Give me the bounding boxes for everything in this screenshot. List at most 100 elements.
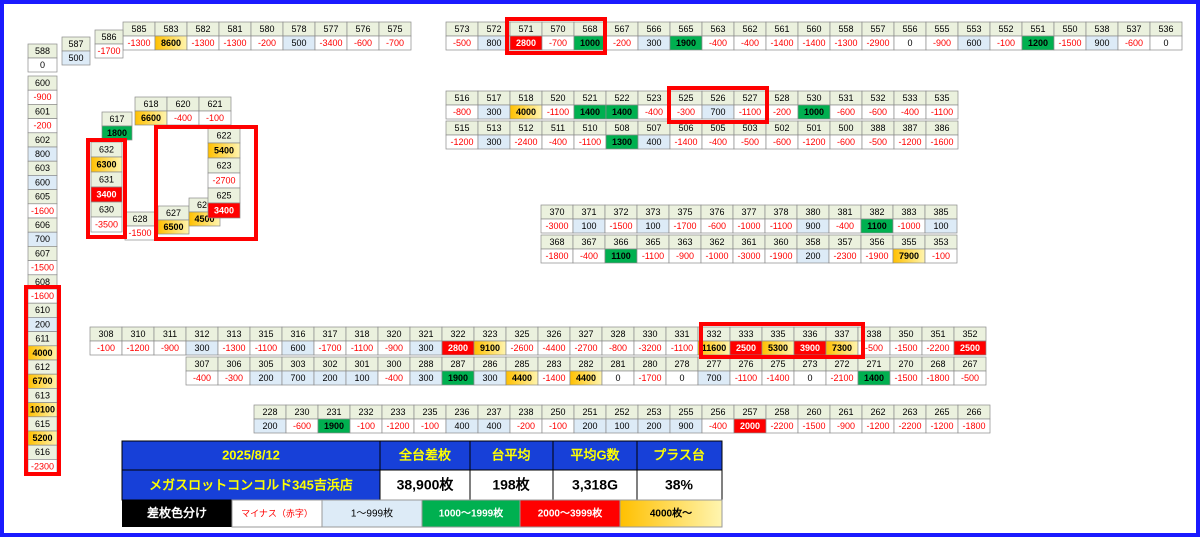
value-label: -1400 — [542, 373, 565, 383]
machine-number: 376 — [709, 207, 724, 217]
machine-number: 233 — [390, 407, 405, 417]
machine-number: 552 — [998, 24, 1013, 34]
machine-number: 267 — [962, 359, 977, 369]
value-label: -1700 — [673, 221, 696, 231]
machine-number: 278 — [674, 359, 689, 369]
value-label: -400 — [385, 373, 403, 383]
value-label: 300 — [486, 107, 501, 117]
machine-number: 588 — [35, 46, 50, 56]
machine-number: 568 — [582, 24, 597, 34]
legend-label: 4000枚～ — [650, 507, 692, 520]
machine-number: 325 — [514, 329, 529, 339]
value-label: -200 — [33, 121, 51, 131]
value-label: -1500 — [1058, 38, 1081, 48]
machine-number: 602 — [35, 135, 50, 145]
machine-number: 313 — [226, 329, 241, 339]
value-label: -200 — [258, 38, 276, 48]
machine-number: 531 — [838, 93, 853, 103]
value-label: 6600 — [141, 113, 161, 123]
value-label: -1200 — [930, 421, 953, 431]
value-label: 4400 — [576, 373, 596, 383]
machine-number: 323 — [482, 329, 497, 339]
value-label: 6700 — [32, 376, 52, 386]
value-label: 7900 — [899, 251, 919, 261]
machine-number: 360 — [773, 237, 788, 247]
value-label: 200 — [805, 251, 820, 261]
machine-number: 281 — [610, 359, 625, 369]
machine-number: 272 — [834, 359, 849, 369]
machine-number: 375 — [677, 207, 692, 217]
machine-number: 501 — [806, 123, 821, 133]
value-label: -1100 — [770, 221, 792, 231]
value-label: 500 — [68, 53, 83, 63]
machine-number: 533 — [902, 93, 917, 103]
machine-number: 330 — [642, 329, 657, 339]
machine-number: 357 — [837, 237, 852, 247]
highlight-box — [699, 322, 865, 359]
value-label: 4500 — [194, 214, 214, 224]
machine-number: 355 — [901, 237, 916, 247]
machine-number: 373 — [645, 207, 660, 217]
machine-number: 628 — [132, 214, 147, 224]
machine-number: 527 — [742, 93, 757, 103]
value-label: -3200 — [638, 343, 661, 353]
value-label: -100 — [997, 38, 1015, 48]
value-label: 1000 — [580, 38, 600, 48]
value-label: -400 — [645, 107, 663, 117]
machine-number: 511 — [551, 123, 565, 133]
machine-number: 515 — [454, 123, 469, 133]
value-label: 3400 — [214, 205, 234, 215]
machine-number: 320 — [386, 329, 401, 339]
machine-number: 277 — [706, 359, 721, 369]
value-label: -3000 — [737, 251, 760, 261]
value-label: 700 — [706, 373, 721, 383]
value-label: -1200 — [126, 343, 149, 353]
value-label: -2900 — [866, 38, 889, 48]
machine-number: 582 — [195, 24, 210, 34]
value-label: -1400 — [770, 38, 793, 48]
machine-number: 601 — [35, 106, 50, 116]
value-label: 0 — [615, 373, 620, 383]
machine-number: 260 — [806, 407, 821, 417]
machine-number: 383 — [901, 207, 916, 217]
machine-number: 331 — [674, 329, 689, 339]
value-cell — [94, 43, 124, 59]
machine-number: 367 — [581, 237, 596, 247]
value-label: 2000 — [740, 421, 760, 431]
machine-number: 382 — [869, 207, 884, 217]
value-label: -1000 — [737, 221, 760, 231]
machine-number: 385 — [933, 207, 948, 217]
store-name: メガスロットコンコルド345吉浜店 — [149, 477, 353, 492]
value-label: 3900 — [800, 343, 820, 353]
value-label: -600 — [1125, 38, 1143, 48]
machine-number: 333 — [738, 329, 753, 339]
machine-number: 268 — [930, 359, 945, 369]
legend-label: マイナス（赤字） — [241, 507, 313, 518]
value-label: 300 — [418, 373, 433, 383]
value-label: 6300 — [96, 159, 116, 169]
value-label: 100 — [645, 221, 660, 231]
value-label: -600 — [869, 107, 887, 117]
value-label: -1200 — [450, 137, 473, 147]
value-label: 4400 — [512, 373, 532, 383]
machine-number: 327 — [578, 329, 593, 339]
machine-number: 306 — [226, 359, 241, 369]
value-label: -1500 — [894, 373, 917, 383]
machine-number: 378 — [773, 207, 788, 217]
machine-number: 623 — [216, 160, 231, 170]
value-label: 4000 — [516, 107, 536, 117]
machine-number: 512 — [518, 123, 533, 133]
legend-title-bg — [122, 500, 232, 527]
machine-number: 567 — [614, 24, 629, 34]
machine-number: 302 — [322, 359, 337, 369]
value-label: 9100 — [480, 343, 500, 353]
value-label: -1600 — [930, 137, 953, 147]
machine-number: 250 — [550, 407, 565, 417]
summary-figure: 38% — [665, 477, 694, 493]
machine-number: 565 — [678, 24, 693, 34]
machine-number: 315 — [258, 329, 273, 339]
legend-swatch — [421, 499, 521, 528]
value-label: -3500 — [95, 219, 118, 229]
machine-number: 377 — [741, 207, 756, 217]
value-label: 700 — [290, 373, 305, 383]
